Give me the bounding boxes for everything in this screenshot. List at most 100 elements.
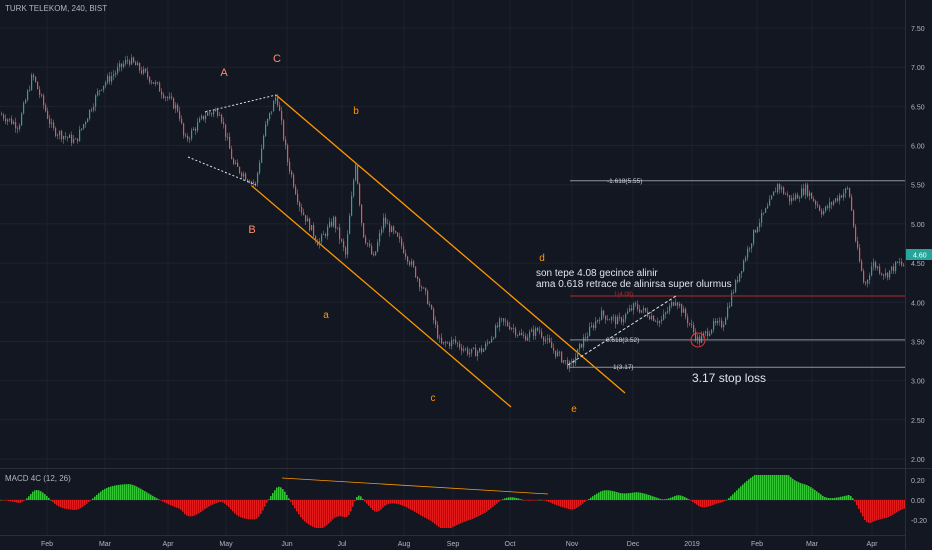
candle-body bbox=[299, 202, 301, 207]
candle-body bbox=[71, 134, 73, 143]
macd-bar bbox=[564, 500, 566, 508]
candle-body bbox=[443, 342, 445, 344]
candle-body bbox=[123, 63, 125, 67]
macd-bar bbox=[838, 497, 840, 500]
macd-bar bbox=[8, 500, 10, 501]
candle-body bbox=[575, 357, 577, 364]
macd-bar bbox=[42, 492, 44, 500]
wave-label-A: A bbox=[220, 67, 228, 79]
macd-bar bbox=[808, 485, 810, 500]
macd-bar bbox=[382, 500, 384, 508]
macd-bar bbox=[688, 499, 690, 500]
macd-bar bbox=[240, 500, 242, 518]
candle-body bbox=[261, 148, 263, 163]
wave-label-d: d bbox=[539, 253, 545, 264]
candle-body bbox=[275, 97, 277, 102]
candle-body bbox=[555, 350, 557, 357]
grid-lines bbox=[0, 0, 905, 535]
stop-loss-label: 3.17 stop loss bbox=[692, 371, 766, 385]
candle-body bbox=[417, 277, 419, 279]
candle-body bbox=[149, 77, 151, 82]
candle-body bbox=[69, 134, 71, 138]
candle-body bbox=[775, 191, 777, 193]
macd-bar bbox=[410, 500, 412, 510]
candle-body bbox=[5, 118, 7, 122]
candle-body bbox=[521, 333, 523, 336]
macd-bar bbox=[422, 500, 424, 517]
candle-body bbox=[469, 352, 471, 355]
macd-bar bbox=[648, 494, 650, 500]
macd-bar bbox=[348, 500, 350, 515]
candle-body bbox=[25, 100, 27, 104]
macd-bar bbox=[710, 500, 712, 506]
candle-body bbox=[731, 292, 733, 307]
macd-bar bbox=[248, 500, 250, 520]
macd-bar bbox=[52, 500, 54, 503]
macd-bar bbox=[408, 500, 410, 509]
macd-bar bbox=[632, 492, 634, 500]
macd-bar bbox=[880, 500, 882, 520]
candle-body bbox=[381, 229, 383, 233]
candle-body bbox=[789, 195, 791, 202]
candle-body bbox=[839, 195, 841, 201]
candle-body bbox=[791, 197, 793, 202]
macd-bar bbox=[86, 500, 88, 504]
candle-body bbox=[583, 337, 585, 348]
candle-body bbox=[29, 89, 31, 91]
macd-bar bbox=[678, 495, 680, 500]
macd-bar bbox=[612, 491, 614, 500]
macd-bar bbox=[682, 496, 684, 500]
candle-body bbox=[893, 266, 895, 272]
macd-bar bbox=[466, 500, 468, 521]
candle-body bbox=[131, 57, 133, 65]
candle-body bbox=[133, 57, 135, 63]
macd-bar bbox=[460, 500, 462, 524]
y-tick-label: 5.00 bbox=[911, 222, 925, 229]
candle-body bbox=[165, 97, 167, 98]
macd-bar bbox=[820, 494, 822, 500]
candle-body bbox=[337, 227, 339, 229]
macd-tick-label: 0.00 bbox=[911, 498, 925, 505]
macd-bar bbox=[442, 500, 444, 528]
macd-bar bbox=[186, 500, 188, 516]
macd-bar bbox=[14, 500, 16, 503]
macd-bar bbox=[614, 491, 616, 500]
candle-body bbox=[211, 113, 213, 115]
candle-body bbox=[17, 128, 19, 130]
macd-bar bbox=[582, 500, 584, 504]
macd-bar bbox=[502, 499, 504, 500]
stop-loss-circle bbox=[690, 332, 706, 348]
macd-bar bbox=[198, 500, 200, 514]
candle-body bbox=[755, 229, 757, 233]
macd-bar bbox=[340, 500, 342, 517]
candle-body bbox=[393, 226, 395, 232]
candle-body bbox=[691, 324, 693, 326]
candle-body bbox=[773, 191, 775, 196]
macd-bar bbox=[40, 491, 42, 500]
macd-tick-label: -0.20 bbox=[911, 518, 927, 525]
macd-bar bbox=[754, 475, 756, 500]
candle-body bbox=[157, 82, 159, 84]
macd-bar bbox=[718, 500, 720, 504]
candle-body bbox=[565, 360, 567, 361]
candle-body bbox=[169, 96, 171, 99]
macd-bar bbox=[578, 500, 580, 507]
macd-bar bbox=[672, 496, 674, 500]
candle-body bbox=[153, 82, 155, 84]
macd-bar bbox=[426, 500, 428, 519]
macd-bar bbox=[900, 500, 902, 511]
candle-body bbox=[621, 317, 623, 323]
macd-bar bbox=[898, 500, 900, 512]
macd-bar bbox=[218, 500, 220, 503]
candle-body bbox=[515, 328, 517, 336]
candle-body bbox=[689, 323, 691, 325]
candle-body bbox=[101, 89, 103, 91]
macd-bar bbox=[104, 488, 106, 500]
macd-bar bbox=[522, 499, 524, 501]
candle-body bbox=[147, 71, 149, 78]
macd-bar bbox=[66, 500, 68, 510]
candle-body bbox=[241, 172, 243, 177]
candle-body bbox=[803, 188, 805, 195]
candle-body bbox=[727, 307, 729, 319]
